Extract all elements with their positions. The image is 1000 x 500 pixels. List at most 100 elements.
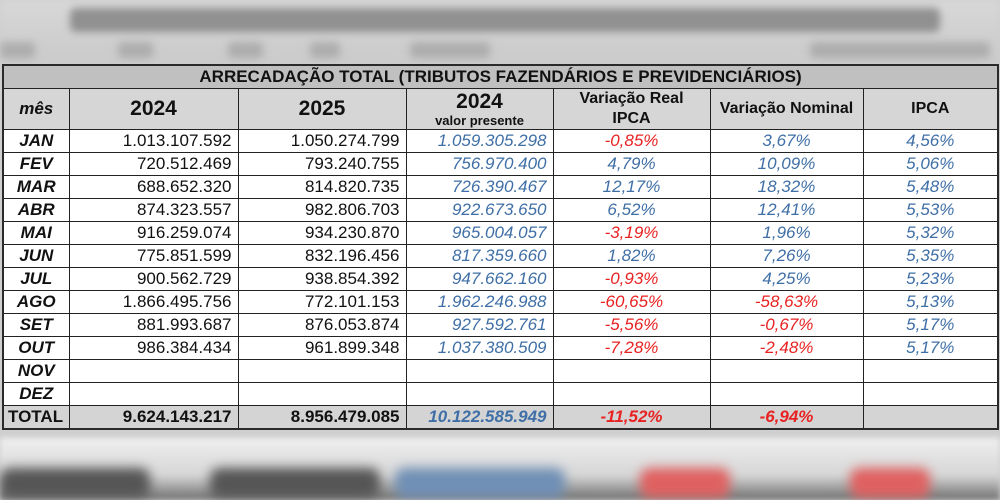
ipca-cell: 5,23% (862, 267, 999, 291)
real-variation-cell: -3,19% (552, 221, 711, 245)
nominal-variation-cell: -2,48% (709, 336, 864, 360)
value-2025-cell: 938.854.392 (237, 267, 407, 291)
ipca-cell: 5,48% (862, 175, 999, 199)
table-row: MAR 688.652.320 814.820.735 726.390.467 12,1… (2, 175, 999, 199)
real-variation-cell: -7,28% (552, 336, 711, 360)
present-value-cell: 947.662.160 (405, 267, 554, 291)
nominal-variation-cell: 7,26% (709, 244, 864, 268)
nominal-variation-cell: 10,09% (709, 152, 864, 176)
nominal-variation-cell: -58,63% (709, 290, 864, 314)
present-value-cell: 1.059.305.298 (405, 129, 554, 153)
present-value-cell: 922.673.650 (405, 198, 554, 222)
header-pv-year: 2024 (456, 90, 503, 113)
value-2024-cell: 874.323.557 (68, 198, 239, 222)
table-row: JUL 900.562.729 938.854.392 947.662.160 -0,9… (2, 267, 999, 291)
present-value-cell: 756.970.400 (405, 152, 554, 176)
blurred-title (70, 8, 940, 32)
ipca-cell: 5,35% (862, 244, 999, 268)
blurred-blob (210, 468, 380, 498)
nominal-variation-cell: 18,32% (709, 175, 864, 199)
ipca-cell (862, 382, 999, 406)
real-variation-cell: -5,56% (552, 313, 711, 337)
month-cell: ABR (2, 198, 70, 222)
real-variation-cell: 1,82% (552, 244, 711, 268)
value-2025-cell (237, 382, 407, 406)
value-2024-cell: 881.993.687 (68, 313, 239, 337)
value-2025-cell: 961.899.348 (237, 336, 407, 360)
value-2024-cell: 720.512.469 (68, 152, 239, 176)
value-2025-cell: 793.240.755 (237, 152, 407, 176)
nominal-variation-cell: 12,41% (709, 198, 864, 222)
value-2024-cell: 916.259.074 (68, 221, 239, 245)
present-value-cell (405, 359, 554, 383)
present-value-cell: 817.359.660 (405, 244, 554, 268)
table-row: FEV 720.512.469 793.240.755 756.970.400 4,79… (2, 152, 999, 176)
header-real-variation-line2: IPCA (612, 110, 651, 127)
month-cell: JAN (2, 129, 70, 153)
value-2025-cell: 814.820.735 (237, 175, 407, 199)
blurred-chip (410, 42, 490, 58)
total-real-variation: -11,52% (552, 405, 711, 430)
ipca-cell (862, 359, 999, 383)
value-2025-cell: 982.806.703 (237, 198, 407, 222)
header-real-variation: Variação Real IPCA (552, 88, 711, 130)
present-value-cell: 927.592.761 (405, 313, 554, 337)
ipca-cell: 5,06% (862, 152, 999, 176)
present-value-cell: 965.004.057 (405, 221, 554, 245)
blurred-blob (395, 468, 565, 498)
header-2025: 2025 (237, 88, 407, 130)
table-row: DEZ (2, 382, 999, 406)
ipca-cell: 4,56% (862, 129, 999, 153)
month-cell: SET (2, 313, 70, 337)
header-ipca: IPCA (862, 88, 999, 130)
table-row: ABR 874.323.557 982.806.703 922.673.650 6,52… (2, 198, 999, 222)
present-value-cell: 726.390.467 (405, 175, 554, 199)
value-2024-cell: 775.851.599 (68, 244, 239, 268)
total-nominal-variation: -6,94% (709, 405, 864, 430)
value-2025-cell: 1.050.274.799 (237, 129, 407, 153)
value-2024-cell: 1.013.107.592 (68, 129, 239, 153)
value-2025-cell: 772.101.153 (237, 290, 407, 314)
nominal-variation-cell: -0,67% (709, 313, 864, 337)
value-2024-cell: 986.384.434 (68, 336, 239, 360)
table-row: AGO 1.866.495.756 772.101.153 1.962.246.988… (2, 290, 999, 314)
total-2024: 9.624.143.217 (68, 405, 239, 430)
value-2025-cell: 876.053.874 (237, 313, 407, 337)
header-month: mês (2, 88, 70, 130)
nominal-variation-cell (709, 382, 864, 406)
nominal-variation-cell: 3,67% (709, 129, 864, 153)
present-value-cell: 1.962.246.988 (405, 290, 554, 314)
month-cell: MAR (2, 175, 70, 199)
table-row: JUN 775.851.599 832.196.456 817.359.660 1,82… (2, 244, 999, 268)
value-2025-cell: 934.230.870 (237, 221, 407, 245)
value-2025-cell: 832.196.456 (237, 244, 407, 268)
nominal-variation-cell: 4,25% (709, 267, 864, 291)
blurred-chip (118, 42, 153, 58)
month-cell: AGO (2, 290, 70, 314)
value-2024-cell: 1.866.495.756 (68, 290, 239, 314)
total-ipca (862, 405, 999, 430)
month-cell: JUN (2, 244, 70, 268)
real-variation-cell: -60,65% (552, 290, 711, 314)
table-row: SET 881.993.687 876.053.874 927.592.761 -5,5… (2, 313, 999, 337)
month-cell: FEV (2, 152, 70, 176)
ipca-cell: 5,32% (862, 221, 999, 245)
nominal-variation-cell: 1,96% (709, 221, 864, 245)
month-cell: NOV (2, 359, 70, 383)
value-2024-cell (68, 359, 239, 383)
real-variation-cell: -0,85% (552, 129, 711, 153)
value-2024-cell: 900.562.729 (68, 267, 239, 291)
total-present-value: 10.122.585.949 (405, 405, 554, 430)
ipca-cell: 5,17% (862, 313, 999, 337)
total-label: TOTAL (2, 405, 70, 430)
blurred-footer-background (0, 438, 1000, 500)
table-title: ARRECADAÇÃO TOTAL (TRIBUTOS FAZENDÁRIOS … (2, 64, 999, 89)
real-variation-cell (552, 359, 711, 383)
table-row: JAN 1.013.107.592 1.050.274.799 1.059.305.2… (2, 129, 999, 153)
blurred-blob (850, 468, 930, 498)
month-cell: DEZ (2, 382, 70, 406)
revenue-table: ARRECADAÇÃO TOTAL (TRIBUTOS FAZENDÁRIOS … (2, 64, 1000, 430)
blurred-chip (228, 42, 263, 58)
total-2025: 8.956.479.085 (237, 405, 407, 430)
header-nominal-variation: Variação Nominal (709, 88, 864, 130)
